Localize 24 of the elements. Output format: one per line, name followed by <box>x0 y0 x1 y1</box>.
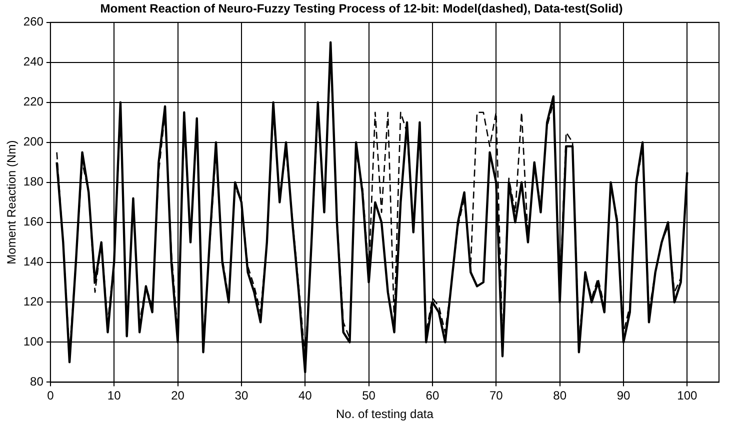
y-tick-label: 120 <box>23 294 44 309</box>
x-tick-label: 70 <box>489 388 504 403</box>
x-tick-label: 30 <box>234 388 248 403</box>
y-tick-label: 160 <box>23 214 44 229</box>
x-tick-label: 20 <box>171 388 185 403</box>
y-tick-label: 180 <box>23 174 44 189</box>
x-tick-label: 0 <box>47 388 54 403</box>
y-tick-label: 140 <box>23 254 44 269</box>
x-tick-label: 50 <box>362 388 376 403</box>
y-tick-label: 100 <box>23 334 44 349</box>
x-tick-label: 90 <box>616 388 630 403</box>
y-tick-label: 220 <box>23 94 44 109</box>
x-tick-label: 10 <box>107 388 122 403</box>
x-tick-label: 40 <box>298 388 312 403</box>
y-tick-label: 80 <box>30 374 44 389</box>
y-tick-label: 200 <box>23 134 44 149</box>
y-axis-title: Moment Reaction (Nm) <box>4 140 19 264</box>
y-tick-label: 240 <box>23 54 44 69</box>
x-tick-label: 80 <box>553 388 567 403</box>
y-tick-label: 260 <box>23 14 44 29</box>
x-tick-label: 60 <box>426 388 440 403</box>
x-tick-label: 100 <box>677 388 698 403</box>
x-axis-title: No. of testing data <box>336 407 434 422</box>
chart-title: Moment Reaction of Neuro-Fuzzy Testing Process of 12-bit: Model(dashed), Data-test(Solid) <box>100 2 623 16</box>
